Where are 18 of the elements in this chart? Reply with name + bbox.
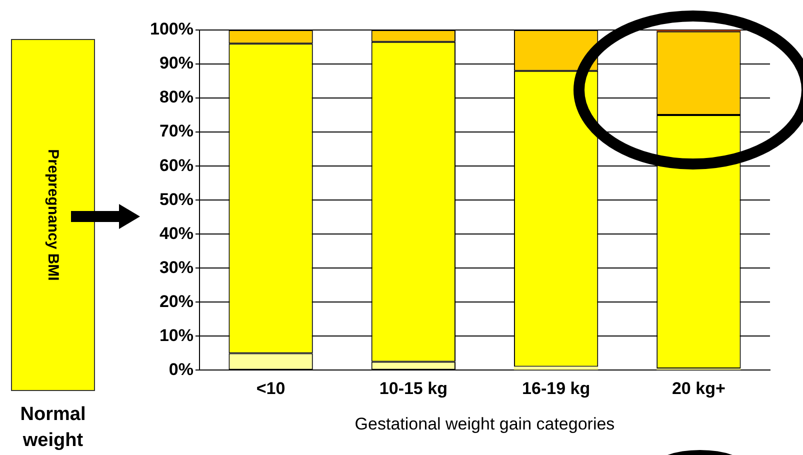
- y-tick-label: 20%: [159, 292, 194, 311]
- y-tick-label: 40%: [159, 224, 194, 243]
- y-tick-label: 0%: [168, 360, 194, 379]
- y-tick-label: 90%: [159, 54, 194, 73]
- x-tick-label: 20 kg+: [672, 379, 726, 398]
- y-tick-label: 60%: [159, 156, 194, 175]
- text: Prepregnancy BMI: [44, 149, 62, 281]
- x-tick-label: 10-15 kg: [379, 379, 448, 398]
- x-axis-title: Gestational weight gain categories: [354, 414, 615, 434]
- text: Normal weight: [19, 403, 87, 453]
- y-tick-label: 70%: [159, 122, 194, 141]
- y-tick-label: 30%: [159, 258, 194, 277]
- x-tick-label: 16-19 kg: [522, 379, 590, 398]
- x-tick-label: <10: [256, 379, 286, 398]
- y-tick-label: 100%: [150, 20, 194, 39]
- y-tick-label: 50%: [159, 190, 194, 209]
- y-tick-label: 80%: [159, 88, 194, 107]
- y-tick-label: 10%: [159, 326, 194, 345]
